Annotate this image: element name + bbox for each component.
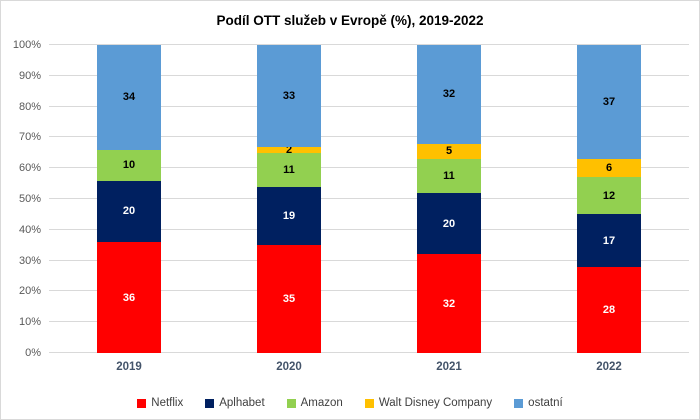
y-axis-tick-label: 30% [18, 254, 41, 267]
value-label-ostatn-2019: 34 [122, 91, 136, 104]
y-axis-tick-label: 90% [18, 69, 41, 82]
bar-column-2019: 36 20 10 34 [97, 45, 161, 353]
bar-segment-walt-disney-company-2021 [417, 143, 481, 159]
bar-segment-aplhabet-2020 [257, 186, 321, 246]
y-axis-tick-label: 80% [18, 100, 41, 113]
bar-segment-ostatn-2021 [417, 45, 481, 144]
gridline-60 [49, 167, 689, 169]
bar-segment-netflix-2019 [97, 242, 161, 353]
bar-segment-ostatn-2020 [257, 45, 321, 147]
bar-column-2022: 28 17 12 6 37 [577, 45, 641, 353]
bar-segment-aplhabet-2019 [97, 180, 161, 243]
x-axis-label-2022: 2022 [596, 361, 622, 373]
legend-swatch-aplhabet [205, 398, 215, 408]
value-label-ostatn-2021: 32 [442, 88, 456, 101]
bar-segment-walt-disney-company-2022 [577, 158, 641, 178]
gridline-70 [49, 136, 689, 138]
bar-segment-amazon-2021 [417, 158, 481, 193]
value-label-amazon-2020: 11 [283, 163, 295, 176]
chart-title: Podíl OTT služeb v Evropě (%), 2019-2022 [216, 13, 484, 28]
bar-segment-aplhabet-2022 [577, 214, 641, 267]
gridline-0 [49, 352, 689, 353]
value-label-amazon-2021: 11 [443, 169, 455, 182]
y-axis-tick-label: 70% [18, 131, 41, 144]
legend-label-ostatn: ostatní [528, 397, 563, 409]
y-axis-tick-label: 10% [18, 316, 41, 329]
value-label-aplhabet-2021: 20 [442, 217, 456, 230]
bar-segment-netflix-2020 [257, 245, 321, 353]
gridline-50 [49, 198, 689, 199]
value-label-ostatn-2022: 37 [602, 95, 616, 108]
x-axis-label-2019: 2019 [116, 361, 142, 373]
legend-item-aplhabet: Aplhabet [205, 397, 265, 409]
bar-segment-netflix-2021 [417, 254, 481, 353]
plot-area: 36 20 10 34 35 19 11 2 33 32 20 11 5 32 28 17 12 6 37 [49, 44, 689, 353]
x-axis-label-2021: 2021 [436, 361, 462, 373]
gridline-40 [49, 228, 689, 230]
bar-segment-walt-disney-company-2020 [257, 146, 321, 153]
value-label-netflix-2019: 36 [122, 291, 136, 304]
value-label-walt-disney-company-2022: 6 [605, 162, 613, 175]
gridline-100 [49, 44, 689, 45]
gridline-10 [49, 321, 689, 323]
bar-column-2020: 35 19 11 2 33 [257, 45, 321, 353]
legend: Netflix Aplhabet Amazon Walt Disney Company… [1, 397, 699, 409]
gridline-30 [49, 259, 689, 261]
legend-swatch-amazon [286, 398, 296, 408]
legend-item-walt-disney-company: Walt Disney Company [364, 397, 493, 409]
bar-segment-amazon-2020 [257, 152, 321, 187]
x-axis-label-2020: 2020 [276, 361, 302, 373]
value-label-netflix-2020: 35 [282, 293, 296, 306]
value-label-amazon-2019: 10 [122, 159, 136, 172]
gridline-20 [49, 290, 689, 292]
legend-label-aplhabet: Aplhabet [219, 397, 265, 409]
value-label-amazon-2022: 12 [602, 189, 616, 202]
legend-item-ostatn: ostatní [514, 397, 563, 409]
value-label-walt-disney-company-2021: 5 [445, 145, 453, 158]
y-axis-tick-label: 50% [18, 193, 41, 205]
value-label-aplhabet-2019: 20 [122, 205, 136, 218]
legend-item-amazon: Amazon [286, 397, 343, 409]
value-label-aplhabet-2020: 19 [282, 209, 296, 222]
value-label-walt-disney-company-2020: 2 [285, 143, 293, 156]
value-label-netflix-2021: 32 [442, 297, 456, 310]
bar-segment-amazon-2019 [97, 149, 161, 181]
gridline-80 [49, 105, 689, 107]
legend-label-netflix: Netflix [151, 397, 184, 409]
legend-item-netflix: Netflix [137, 397, 183, 409]
legend-label-amazon: Amazon [300, 397, 343, 409]
gridline-90 [49, 74, 689, 76]
y-axis-tick-label: 20% [18, 285, 41, 298]
y-axis-tick-label: 40% [18, 223, 41, 236]
y-axis-tick-label: 100% [12, 39, 41, 51]
legend-label-walt-disney-company: Walt Disney Company [378, 397, 493, 409]
bar-segment-ostatn-2019 [97, 45, 161, 150]
bar-column-2021: 32 20 11 5 32 [417, 45, 481, 353]
bar-segment-aplhabet-2021 [417, 192, 481, 255]
bar-segment-ostatn-2022 [577, 45, 641, 159]
legend-swatch-netflix [137, 398, 147, 408]
value-label-ostatn-2020: 33 [282, 89, 296, 102]
y-axis-tick-label: 60% [18, 162, 41, 175]
legend-swatch-ostatn [514, 398, 524, 408]
legend-swatch-walt-disney-company [364, 398, 374, 408]
value-label-aplhabet-2022: 17 [602, 234, 616, 247]
y-axis-tick-label: 0% [25, 347, 41, 359]
bar-segment-netflix-2022 [577, 266, 641, 353]
bar-segment-amazon-2022 [577, 177, 641, 215]
value-label-netflix-2022: 28 [602, 303, 616, 316]
